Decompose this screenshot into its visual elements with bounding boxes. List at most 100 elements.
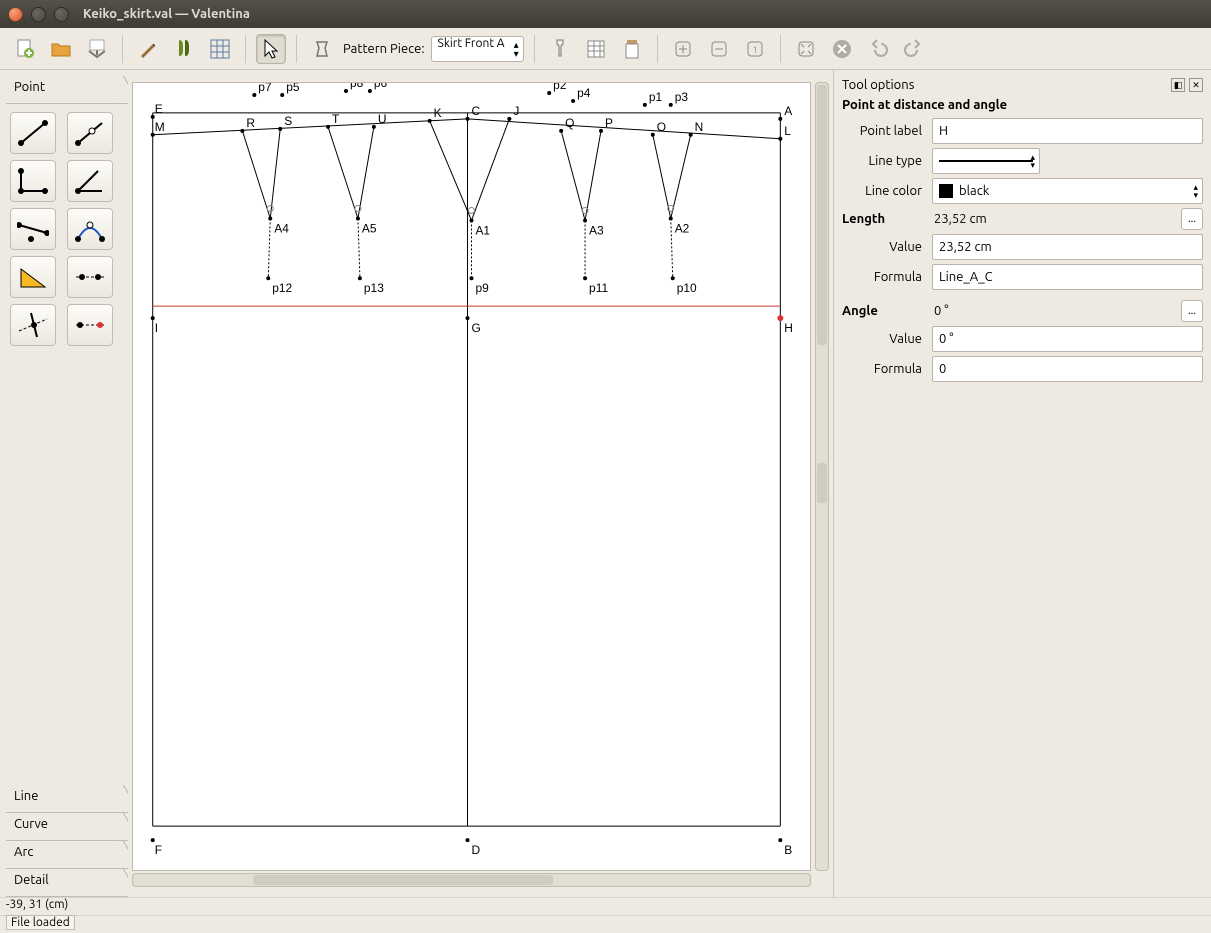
length-label: Length xyxy=(842,212,926,226)
window-minimize-button[interactable] xyxy=(31,7,46,22)
zoom-in-button[interactable] xyxy=(668,34,698,64)
toolbar-separator xyxy=(780,35,781,63)
window-maximize-button[interactable] xyxy=(54,7,69,22)
line-type-select[interactable]: ▴▾ xyxy=(932,148,1040,174)
zoom-original-button[interactable]: 1 xyxy=(740,34,770,64)
line-color-select[interactable]: black▴▾ xyxy=(932,178,1203,204)
toolbox-tab-point[interactable]: Point xyxy=(6,76,122,104)
svg-text:N: N xyxy=(695,120,704,134)
tool-bisector[interactable] xyxy=(67,160,113,202)
svg-text:A5: A5 xyxy=(362,221,377,235)
svg-text:p3: p3 xyxy=(675,90,689,104)
svg-text:p10: p10 xyxy=(677,281,697,295)
horizontal-scrollbar[interactable] xyxy=(132,873,811,887)
detail-mode-button[interactable] xyxy=(169,34,199,64)
redo-button[interactable] xyxy=(899,34,929,64)
angle-label: Angle xyxy=(842,304,926,318)
open-file-button[interactable] xyxy=(46,34,76,64)
chevron-updown-icon: ▴▾ xyxy=(1030,153,1035,169)
svg-text:p2: p2 xyxy=(553,83,567,92)
pattern-piece-icon[interactable] xyxy=(307,34,337,64)
angle-value-input[interactable] xyxy=(932,326,1203,352)
panel-title: Tool options xyxy=(842,78,914,92)
svg-text:C: C xyxy=(472,104,481,118)
window-title: Keiko_skirt.val — Valentina xyxy=(83,7,250,21)
svg-text:A3: A3 xyxy=(589,223,604,237)
vertical-scrollbar[interactable] xyxy=(815,82,829,871)
tool-along-line[interactable] xyxy=(67,112,113,154)
zoom-fit-button[interactable] xyxy=(791,34,821,64)
undo-button[interactable] xyxy=(863,34,893,64)
toolbox-panel: Point Line Curve Arc Detail xyxy=(0,70,128,897)
toolbox-tab-line[interactable]: Line xyxy=(6,785,122,813)
main-toolbar: Pattern Piece: Skirt Front A ▴▾ 1 xyxy=(0,28,1211,70)
pattern-piece-select[interactable]: Skirt Front A ▴▾ xyxy=(431,36,524,62)
svg-text:K: K xyxy=(434,106,442,120)
angle-fx-button[interactable]: ... xyxy=(1181,300,1203,322)
toolbox-tab-arc[interactable]: Arc xyxy=(6,841,122,869)
tool-point-of-contact[interactable] xyxy=(67,208,113,250)
svg-text:O: O xyxy=(657,120,666,134)
save-file-button[interactable] xyxy=(82,34,112,64)
length-fx-button[interactable]: ... xyxy=(1181,208,1203,230)
svg-text:1: 1 xyxy=(752,45,757,55)
draw-mode-button[interactable] xyxy=(133,34,163,64)
tool-options-panel: Tool options ◧ ✕ Point at distance and a… xyxy=(833,70,1211,897)
tool-point-xy[interactable] xyxy=(67,256,113,298)
svg-text:B: B xyxy=(784,843,792,857)
tool-heading: Point at distance and angle xyxy=(842,98,1203,112)
toolbox-tab-detail[interactable]: Detail xyxy=(6,869,122,897)
tool-line-intersect-axis[interactable] xyxy=(67,304,113,346)
tool-shoulder[interactable] xyxy=(10,208,56,250)
tool-endpoint[interactable] xyxy=(10,112,56,154)
svg-text:U: U xyxy=(378,112,387,126)
stop-button[interactable] xyxy=(827,34,857,64)
svg-text:R: R xyxy=(246,116,255,130)
drawing-canvas[interactable]: EMRSp7p5TUp8p6KCJp2p4QPp1p3ONALA4A5A1A3A… xyxy=(132,82,811,871)
pointer-tool-button[interactable] xyxy=(256,34,286,64)
length-value-input[interactable] xyxy=(932,234,1203,260)
angle-formula-input[interactable] xyxy=(932,356,1203,382)
svg-text:G: G xyxy=(472,321,481,335)
toolbox-tab-curve[interactable]: Curve xyxy=(6,813,122,841)
svg-text:H: H xyxy=(784,321,793,335)
history-button[interactable] xyxy=(617,34,647,64)
svg-text:p13: p13 xyxy=(364,281,384,295)
panel-detach-icon[interactable]: ◧ xyxy=(1171,78,1185,92)
line-type-label: Line type xyxy=(842,154,926,168)
svg-text:J: J xyxy=(513,104,519,118)
svg-text:F: F xyxy=(155,843,162,857)
point-label-label: Point label xyxy=(842,124,926,138)
zoom-out-button[interactable] xyxy=(704,34,734,64)
pattern-piece-value: Skirt Front A xyxy=(438,37,505,50)
panel-close-icon[interactable]: ✕ xyxy=(1189,78,1203,92)
svg-text:p5: p5 xyxy=(286,83,300,94)
status-message: File loaded xyxy=(6,915,75,930)
svg-text:E: E xyxy=(155,102,163,116)
length-value-label: Value xyxy=(842,240,926,254)
chevron-updown-icon: ▴▾ xyxy=(514,40,519,58)
toolbar-separator xyxy=(534,35,535,63)
svg-text:p9: p9 xyxy=(475,281,489,295)
tool-normal[interactable] xyxy=(10,160,56,202)
length-static: 23,52 cm xyxy=(932,212,1175,226)
svg-text:p1: p1 xyxy=(649,90,663,104)
layout-mode-button[interactable] xyxy=(205,34,235,64)
line-color-label: Line color xyxy=(842,184,926,198)
length-formula-input[interactable] xyxy=(932,264,1203,290)
tool-perpendicular[interactable] xyxy=(10,304,56,346)
svg-text:p11: p11 xyxy=(589,281,608,295)
svg-text:L: L xyxy=(784,124,791,138)
window-close-button[interactable] xyxy=(8,7,23,22)
measurements-button[interactable] xyxy=(545,34,575,64)
tool-triangle[interactable] xyxy=(10,256,56,298)
window-titlebar: Keiko_skirt.val — Valentina xyxy=(0,0,1211,28)
svg-text:A1: A1 xyxy=(475,223,490,237)
svg-text:p7: p7 xyxy=(258,83,272,94)
new-file-button[interactable] xyxy=(10,34,40,64)
svg-text:I: I xyxy=(155,321,158,335)
point-label-input[interactable] xyxy=(932,118,1203,144)
point-tool-grid xyxy=(6,104,122,354)
table-button[interactable] xyxy=(581,34,611,64)
svg-text:P: P xyxy=(605,116,613,130)
